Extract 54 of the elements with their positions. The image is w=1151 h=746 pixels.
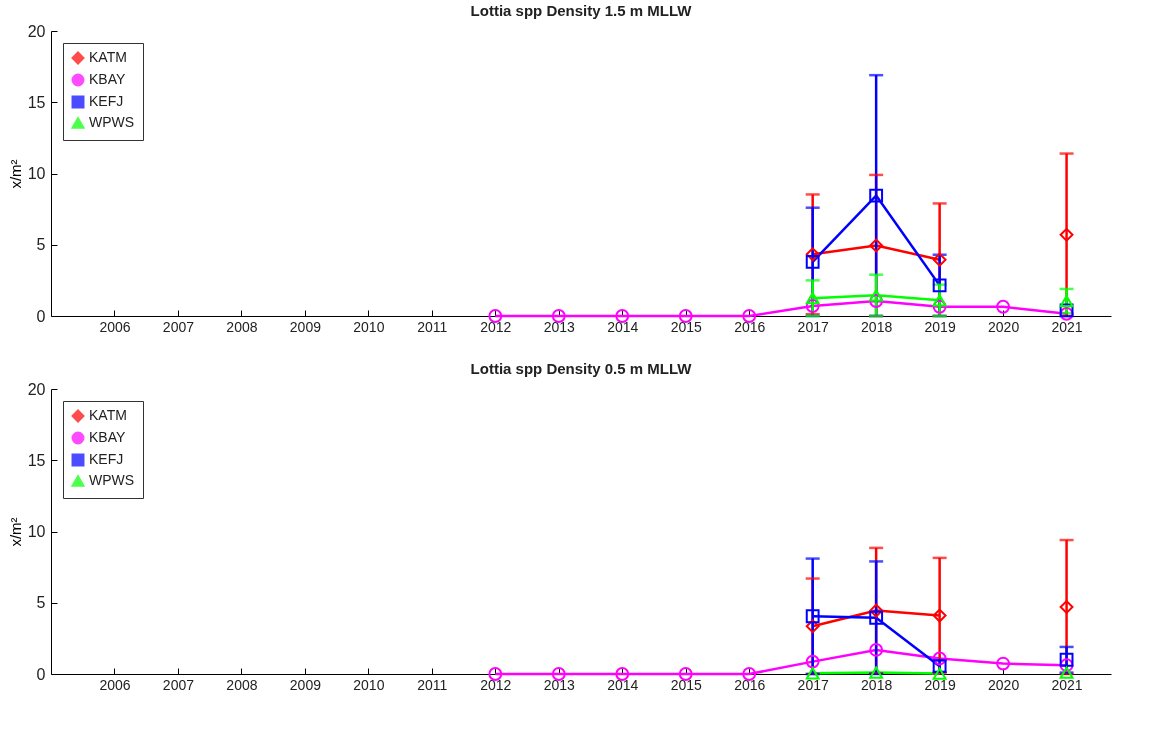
y-tick-label: 5: [36, 236, 46, 254]
x-tick-label: 2021: [1051, 318, 1083, 335]
y-tick-label: 15: [27, 93, 46, 111]
x-tick-label: 2015: [670, 676, 703, 693]
x-tick-label: 2016: [734, 676, 766, 693]
legend-label: KEFJ: [89, 93, 124, 109]
y-tick-label: 20: [27, 22, 46, 40]
x-tick-label: 2021: [1051, 676, 1083, 693]
y-axis-title: x/m²: [6, 159, 24, 189]
x-tick-label: 2012: [480, 318, 512, 335]
x-tick-label: 2013: [543, 676, 576, 693]
legend-label: KBAY: [89, 429, 126, 445]
x-tick-label: 2016: [734, 318, 766, 335]
y-tick-label: 10: [27, 165, 46, 182]
x-tick-label: 2014: [607, 318, 639, 335]
x-tick-label: 2009: [289, 676, 322, 693]
y-tick-label: 5: [36, 594, 46, 612]
legend-label: WPWS: [89, 114, 135, 130]
x-tick-label: 2018: [861, 676, 893, 693]
x-tick-label: 2009: [289, 318, 322, 335]
x-tick-label: 2017: [797, 676, 829, 693]
x-tick-label: 2020: [988, 676, 1020, 693]
x-tick-label: 2012: [480, 676, 512, 693]
legend-label: WPWS: [89, 472, 135, 488]
x-tick-label: 2019: [924, 318, 956, 335]
x-tick-label: 2010: [353, 318, 385, 335]
legend-label: KATM: [89, 407, 127, 423]
x-tick-label: 2008: [226, 318, 258, 335]
x-tick-label: 2006: [99, 676, 131, 693]
chart-title: Lottia spp Density 0.5 m MLLW: [470, 360, 693, 377]
x-tick-label: 2014: [607, 676, 639, 693]
x-tick-label: 2007: [162, 318, 195, 335]
chart-title: Lottia spp Density 1.5 m MLLW: [470, 2, 693, 19]
legend-label: KBAY: [89, 71, 126, 87]
x-tick-label: 2011: [417, 676, 448, 693]
y-axis-title: x/m²: [6, 517, 24, 547]
x-tick-label: 2008: [226, 676, 258, 693]
x-tick-label: 2018: [861, 318, 893, 335]
x-tick-label: 2006: [99, 318, 131, 335]
y-tick-label: 10: [27, 523, 46, 540]
x-tick-label: 2007: [162, 676, 195, 693]
y-tick-label: 0: [36, 665, 46, 683]
x-tick-label: 2019: [924, 676, 956, 693]
legend-label: KATM: [89, 49, 127, 65]
x-tick-label: 2010: [353, 676, 385, 693]
legend-label: KEFJ: [89, 451, 124, 467]
y-tick-label: 0: [36, 307, 46, 325]
y-tick-label: 20: [27, 380, 46, 398]
x-tick-label: 2020: [988, 318, 1020, 335]
y-tick-label: 15: [27, 451, 46, 469]
x-tick-label: 2011: [417, 318, 448, 335]
x-tick-label: 2015: [670, 318, 703, 335]
x-tick-label: 2017: [797, 318, 829, 335]
x-tick-label: 2013: [543, 318, 576, 335]
